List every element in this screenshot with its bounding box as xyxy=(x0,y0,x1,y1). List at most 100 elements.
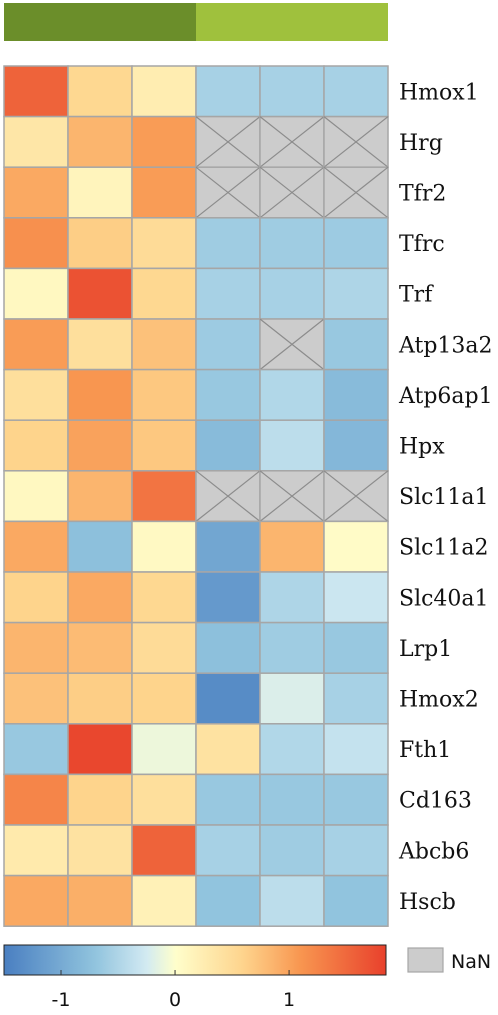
heatmap-cell xyxy=(67,773,133,826)
heatmap-cell xyxy=(259,723,325,776)
row-label: Hmox1 xyxy=(399,80,479,105)
heatmap-cell-nan xyxy=(323,115,389,168)
heatmap-cell xyxy=(259,672,325,725)
heatmap-cell xyxy=(131,65,197,118)
heatmap-cell xyxy=(3,318,69,371)
colorbar-tick-label: -1 xyxy=(52,989,71,1011)
colorbar: -1 0 1 xyxy=(3,944,387,1011)
heatmap-cell xyxy=(195,672,261,725)
heatmap-cell xyxy=(259,267,325,320)
heatmap-cell xyxy=(131,621,197,674)
heatmap-cell xyxy=(323,368,389,421)
heatmap-cell xyxy=(67,166,133,219)
heatmap-cell xyxy=(67,470,133,523)
column-group-annotation-bar xyxy=(4,3,388,41)
heatmap-cell xyxy=(67,672,133,725)
row-label: Slc40a1 xyxy=(399,586,489,611)
heatmap-cell xyxy=(67,571,133,624)
heatmap-cell xyxy=(3,166,69,219)
heatmap-cell xyxy=(195,571,261,624)
row-label: Hmox2 xyxy=(399,688,479,713)
heatmap-cell xyxy=(323,723,389,776)
heatmap-cell xyxy=(131,470,197,523)
heatmap-cell xyxy=(131,672,197,725)
row-label: Trf xyxy=(399,283,434,308)
heatmap-cell xyxy=(3,773,69,826)
column-group-0 xyxy=(4,3,196,41)
heatmap-cell xyxy=(67,318,133,371)
heatmap-cell xyxy=(67,115,133,168)
heatmap-cell xyxy=(3,368,69,421)
heatmap-cell xyxy=(3,571,69,624)
colorbar-gradient xyxy=(3,944,387,976)
heatmap-cell xyxy=(259,217,325,270)
row-label: Hscb xyxy=(399,890,456,915)
heatmap-cell xyxy=(323,672,389,725)
heatmap-cell xyxy=(259,824,325,877)
heatmap-cell xyxy=(131,723,197,776)
heatmap-cell xyxy=(323,824,389,877)
heatmap-cell xyxy=(195,723,261,776)
heatmap-cell-nan xyxy=(259,166,325,219)
heatmap-cell xyxy=(131,115,197,168)
heatmap-cell xyxy=(131,166,197,219)
heatmap-cell xyxy=(67,723,133,776)
heatmap-cell xyxy=(195,368,261,421)
heatmap-cell xyxy=(131,419,197,472)
heatmap-cell xyxy=(259,571,325,624)
colorbar-tick-label: 1 xyxy=(283,989,295,1011)
heatmap-cell xyxy=(131,874,197,927)
row-label: Slc11a1 xyxy=(399,485,489,510)
heatmap-cell xyxy=(67,65,133,118)
heatmap-cell xyxy=(67,621,133,674)
heatmap-cell xyxy=(67,217,133,270)
heatmap-cell xyxy=(259,874,325,927)
heatmap-cell xyxy=(131,318,197,371)
heatmap-cell xyxy=(323,520,389,573)
heatmap-cell xyxy=(195,621,261,674)
heatmap-cell xyxy=(3,520,69,573)
heatmap-cell xyxy=(67,874,133,927)
heatmap-cell xyxy=(67,520,133,573)
nan-legend: NaN xyxy=(407,947,491,973)
heatmap-cell xyxy=(259,65,325,118)
heatmap-cell xyxy=(3,723,69,776)
row-label: Fth1 xyxy=(399,738,451,763)
heatmap-cell-nan xyxy=(195,470,261,523)
heatmap-cell xyxy=(323,773,389,826)
heatmap-cell xyxy=(195,419,261,472)
heatmap-cell xyxy=(131,571,197,624)
row-label: Atp13a2 xyxy=(398,333,493,358)
row-label: Hrg xyxy=(399,131,443,156)
heatmap-cell xyxy=(3,217,69,270)
heatmap-cell-nan xyxy=(195,166,261,219)
row-label: Atp6ap1 xyxy=(398,384,493,409)
heatmap-cell xyxy=(195,65,261,118)
heatmap-cell-nan xyxy=(195,115,261,168)
heatmap-cell xyxy=(323,217,389,270)
heatmap-cell xyxy=(195,520,261,573)
heatmap-cell xyxy=(259,419,325,472)
heatmap-cell xyxy=(259,368,325,421)
heatmap-cell xyxy=(67,368,133,421)
heatmap-cell xyxy=(323,318,389,371)
heatmap-cell xyxy=(131,773,197,826)
heatmap-cell xyxy=(195,318,261,371)
heatmap-cell xyxy=(3,874,69,927)
heatmap-cell xyxy=(3,115,69,168)
heatmap-cell xyxy=(131,520,197,573)
row-labels: Hmox1 Hrg Tfr2 Tfrc Trf Atp13a2 Atp6ap1 Hpx Slc1… xyxy=(398,80,493,915)
heatmap-cell xyxy=(195,773,261,826)
heatmap-cell-nan xyxy=(323,470,389,523)
heatmap-cell xyxy=(3,470,69,523)
heatmap-cell xyxy=(195,267,261,320)
heatmap-cell xyxy=(3,419,69,472)
heatmap-cell xyxy=(131,267,197,320)
heatmap-cell xyxy=(323,621,389,674)
heatmap-cells xyxy=(3,65,389,927)
nan-legend-swatch xyxy=(407,947,444,973)
heatmap-cell xyxy=(67,267,133,320)
row-label: Cd163 xyxy=(399,789,472,814)
row-label: Tfr2 xyxy=(399,182,446,207)
